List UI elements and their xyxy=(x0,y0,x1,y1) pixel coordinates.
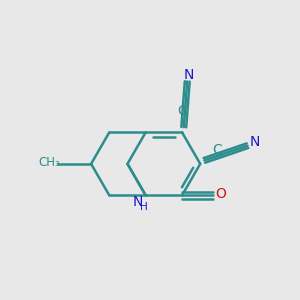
Text: N: N xyxy=(133,195,143,208)
Text: C: C xyxy=(212,143,222,157)
Text: C: C xyxy=(177,104,187,118)
Text: O: O xyxy=(215,187,226,201)
Text: N: N xyxy=(184,68,194,82)
Text: CH₃: CH₃ xyxy=(39,156,61,169)
Text: N: N xyxy=(250,135,260,149)
Text: H: H xyxy=(140,202,148,212)
